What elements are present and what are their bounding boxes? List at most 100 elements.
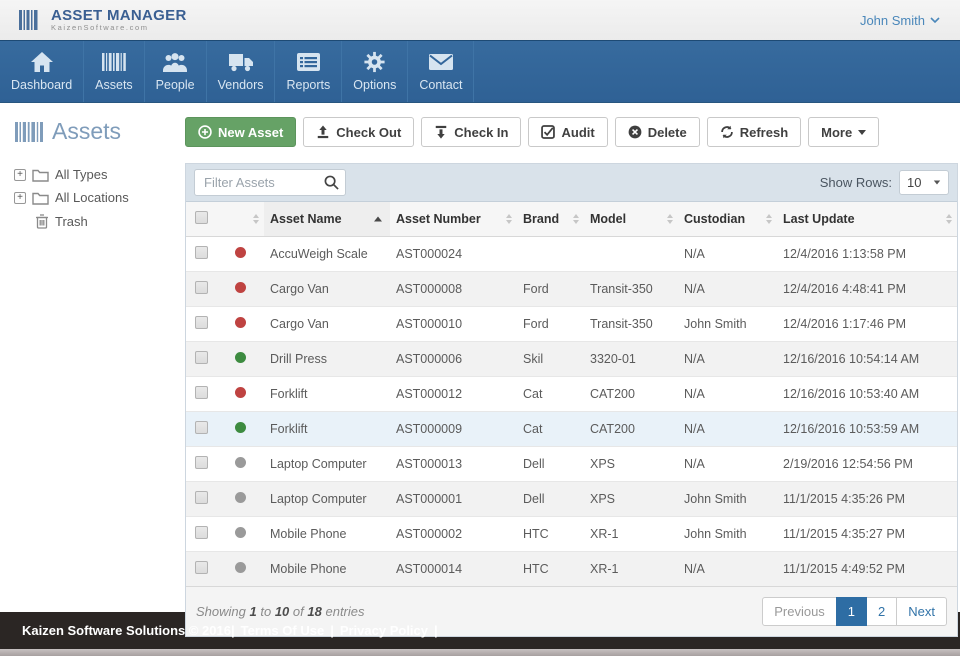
table-row[interactable]: Mobile Phone AST000002 HTC XR-1 John Smi… <box>186 516 957 552</box>
column-label: Brand <box>523 212 560 226</box>
row-checkbox[interactable] <box>195 421 208 434</box>
cell-custodian: John Smith <box>678 516 777 552</box>
row-checkbox[interactable] <box>195 246 208 259</box>
nav-item-dashboard[interactable]: Dashboard <box>0 41 85 102</box>
check-in-button[interactable]: Check In <box>421 117 522 147</box>
row-checkbox[interactable] <box>195 526 208 539</box>
table-row[interactable]: Cargo Van AST000010 Ford Transit-350 Joh… <box>186 306 957 342</box>
folder-icon <box>32 192 49 205</box>
tree-item-trash[interactable]: Trash <box>35 213 185 229</box>
check-out-label: Check Out <box>336 124 402 140</box>
nav-label: Reports <box>286 78 331 92</box>
cell-model: XPS <box>584 481 678 517</box>
page-button-2[interactable]: 2 <box>866 597 898 626</box>
asset-table-body: AccuWeigh Scale AST000024 N/A 12/4/2016 … <box>186 236 957 586</box>
table-row[interactable]: Drill Press AST000006 Skil 3320-01 N/A 1… <box>186 341 957 377</box>
table-row[interactable]: Laptop Computer AST000013 Dell XPS N/A 2… <box>186 446 957 482</box>
previous-page-button[interactable]: Previous <box>762 597 837 626</box>
delete-button[interactable]: Delete <box>614 117 700 147</box>
nav-item-vendors[interactable]: Vendors <box>207 41 276 102</box>
people-icon <box>163 53 188 72</box>
show-rows-select[interactable]: 10 <box>899 170 949 195</box>
chevron-down-icon <box>930 16 940 23</box>
cell-model: CAT200 <box>584 411 678 447</box>
nav-item-contact[interactable]: Contact <box>408 41 475 102</box>
cell-asset-number: AST000009 <box>390 411 517 447</box>
table-row[interactable]: Forklift AST000009 Cat CAT200 N/A 12/16/… <box>186 411 957 447</box>
table-row[interactable]: Forklift AST000012 Cat CAT200 N/A 12/16/… <box>186 376 957 412</box>
cell-model: CAT200 <box>584 376 678 412</box>
column-header-asset-name[interactable]: Asset Name <box>264 202 390 237</box>
row-checkbox[interactable] <box>195 281 208 294</box>
nav-item-options[interactable]: Options <box>342 41 409 102</box>
table-row[interactable]: AccuWeigh Scale AST000024 N/A 12/4/2016 … <box>186 236 957 272</box>
column-header-asset-number[interactable]: Asset Number <box>390 202 517 237</box>
row-checkbox[interactable] <box>195 316 208 329</box>
privacy-policy-link[interactable]: Privacy Policy <box>339 623 428 638</box>
row-checkbox[interactable] <box>195 491 208 504</box>
refresh-label: Refresh <box>739 124 789 140</box>
tree-item-label: Trash <box>55 213 88 229</box>
expand-icon[interactable]: + <box>14 168 26 181</box>
cell-brand: Cat <box>517 411 584 447</box>
nav-label: Dashboard <box>11 78 73 92</box>
row-checkbox[interactable] <box>195 561 208 574</box>
cell-brand: HTC <box>517 551 584 586</box>
sidebar-title-text: Assets <box>52 118 122 144</box>
new-asset-label: New Asset <box>218 124 284 140</box>
cell-asset-number: AST000012 <box>390 376 517 412</box>
table-row[interactable]: Cargo Van AST000008 Ford Transit-350 N/A… <box>186 271 957 307</box>
nav-item-reports[interactable]: Reports <box>275 41 343 102</box>
nav-item-assets[interactable]: Assets <box>84 41 145 102</box>
tree-item-all-types[interactable]: + All Types <box>14 167 185 182</box>
audit-button[interactable]: Audit <box>528 117 608 147</box>
delete-label: Delete <box>647 124 687 140</box>
more-button[interactable]: More <box>808 117 880 147</box>
total-count: 18 <box>307 604 322 619</box>
terms-of-use-link[interactable]: Terms Of Use <box>240 623 325 638</box>
main-nav: Dashboard Assets People Ve <box>0 40 960 103</box>
cell-asset-number: AST000014 <box>390 551 517 586</box>
refresh-button[interactable]: Refresh <box>706 117 802 147</box>
new-asset-button[interactable]: New Asset <box>185 117 297 147</box>
row-checkbox[interactable] <box>195 456 208 469</box>
column-header-model[interactable]: Model <box>584 202 678 237</box>
footer-trailing: | <box>434 623 438 638</box>
page-button-1[interactable]: 1 <box>835 597 868 626</box>
sort-icon <box>253 214 259 224</box>
column-header-status[interactable] <box>226 202 264 237</box>
column-header-last-update[interactable]: Last Update <box>777 202 957 237</box>
nav-label: People <box>155 78 195 92</box>
status-dot <box>235 247 246 258</box>
nav-item-people[interactable]: People <box>145 41 207 102</box>
app-logo: ASSET MANAGER KaizenSoftware.com <box>18 8 187 32</box>
refresh-icon <box>720 125 733 139</box>
row-checkbox[interactable] <box>195 386 208 399</box>
user-menu[interactable]: John Smith <box>860 13 940 28</box>
status-dot <box>235 457 246 468</box>
expand-icon[interactable]: + <box>14 191 26 204</box>
assets-table: Asset Name Asset Number Brand Model <box>186 202 957 586</box>
cell-last-update: 11/1/2015 4:49:52 PM <box>777 551 957 586</box>
tree-item-all-locations[interactable]: + All Locations <box>14 190 185 205</box>
row-checkbox[interactable] <box>195 351 208 364</box>
check-out-button[interactable]: Check Out <box>303 117 415 147</box>
report-icon <box>296 53 320 71</box>
barcode-icon <box>15 121 43 142</box>
cell-custodian: N/A <box>678 271 777 307</box>
select-all-checkbox[interactable] <box>195 211 208 224</box>
column-header-custodian[interactable]: Custodian <box>678 202 777 237</box>
next-page-button[interactable]: Next <box>896 597 947 626</box>
table-row[interactable]: Laptop Computer AST000001 Dell XPS John … <box>186 481 957 517</box>
cell-brand <box>517 236 584 272</box>
cell-asset-name: Forklift <box>264 376 390 412</box>
cell-last-update: 12/4/2016 4:48:41 PM <box>777 271 957 307</box>
table-row[interactable]: Mobile Phone AST000014 HTC XR-1 N/A 11/1… <box>186 551 957 586</box>
column-header-brand[interactable]: Brand <box>517 202 584 237</box>
trash-icon <box>36 214 48 229</box>
barcode-logo-icon <box>19 10 38 30</box>
column-label: Model <box>590 212 627 226</box>
filter-assets-input[interactable] <box>194 169 346 196</box>
column-label: Last Update <box>783 212 855 226</box>
